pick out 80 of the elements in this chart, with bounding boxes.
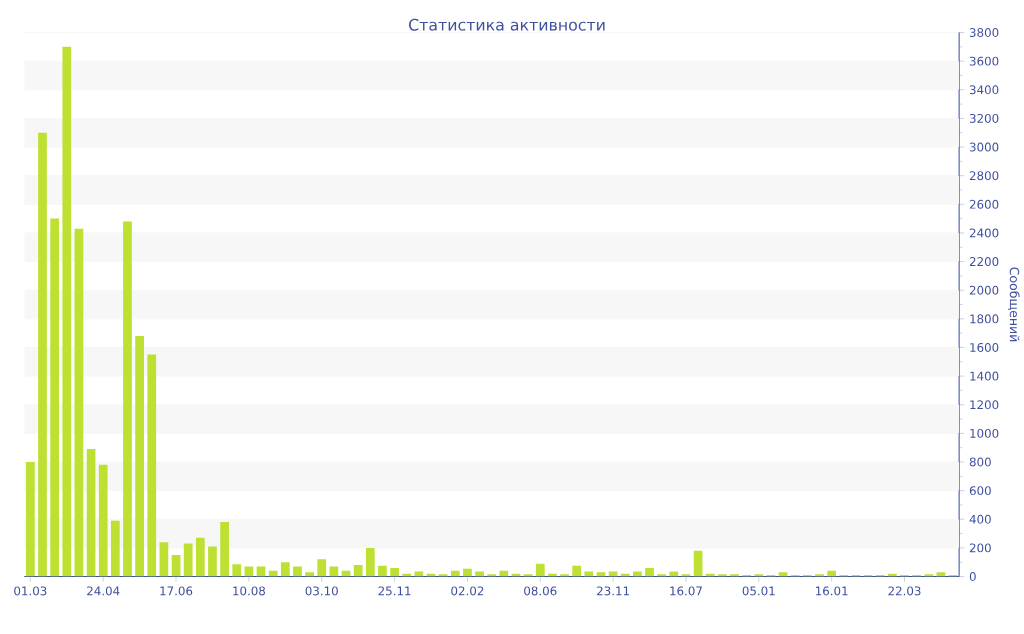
y-tick-label: 3800 [969,28,999,38]
y-tick-label: 1400 [970,371,999,381]
bar [38,132,47,577]
x-tick-label: 01.03 [14,586,47,596]
x-tick-label: 17.06 [160,586,193,596]
bar [293,566,302,577]
bar [560,574,569,577]
y-tick-label: 800 [969,457,991,467]
x-tick-label: 16.07 [670,586,702,596]
bar [450,570,460,577]
y-tick-label: 2000 [969,285,999,295]
y-tick-label: 3000 [969,142,999,152]
bar [730,574,739,577]
bar [305,572,314,577]
bar [232,564,242,577]
bar [208,546,217,577]
bar [815,574,824,577]
x-tick-label: 23.11 [597,586,629,596]
x-tick-label: 02.02 [451,586,484,596]
x-tick-label: 16.01 [816,586,848,596]
y-tick-label: 3200 [969,114,999,123]
y-tick-label: 200 [969,543,991,553]
bar [487,574,497,577]
bar [123,221,132,577]
bar [159,542,169,577]
x-tick-label: 25.11 [378,586,411,596]
y-tick-label: 2800 [969,171,999,181]
y-tick-label: 2200 [969,257,999,267]
x-tick-label: 08.06 [524,586,557,596]
bar [147,354,157,577]
bar [827,570,837,577]
y-tick-label: 1000 [970,428,999,438]
bar [572,565,582,577]
chart-title: Статистика активности [409,18,605,31]
y-tick-label: 3400 [969,85,999,95]
bar [378,565,387,577]
y-tick-label: 2600 [969,199,999,209]
bar [183,543,193,577]
bar [463,568,472,577]
x-tick-label: 22.03 [888,586,921,596]
x-tick-label: 03.10 [305,586,338,596]
y-tick-label: 3600 [969,56,999,66]
bar [195,537,205,577]
bar [438,574,448,577]
bar [718,574,727,577]
y-tick-label: 1800 [970,314,999,324]
x-tick-label: 10.08 [233,586,266,596]
bar [244,566,254,577]
y-tick-label: 0 [969,572,976,582]
bar [86,449,96,577]
y-axis-title: Сообщений [1008,267,1020,342]
x-tick-label: 24.04 [87,586,120,596]
bar [645,568,654,577]
bar [353,565,363,577]
bar [256,566,266,577]
bar [924,574,934,577]
bar [535,563,545,577]
bar [98,464,108,577]
bar [25,462,35,577]
bar [50,218,60,577]
y-tick-label: 2400 [969,228,999,238]
y-tick-label: 1200 [970,400,999,410]
bar [268,570,278,577]
bar [329,566,339,577]
y-tick-label: 600 [969,486,991,496]
bar [220,522,229,577]
bar [280,562,290,577]
bar [317,559,327,577]
bar [135,336,144,577]
bar [62,46,72,577]
bar [74,228,84,577]
bar [657,574,667,577]
x-tick-label: 05.01 [742,586,775,596]
y-tick-label: 1600 [970,343,999,353]
y-tick-label: 400 [969,514,991,524]
bar [365,547,375,577]
bar [754,574,764,577]
bar [390,568,399,577]
bar [110,520,120,577]
bar [499,570,509,577]
